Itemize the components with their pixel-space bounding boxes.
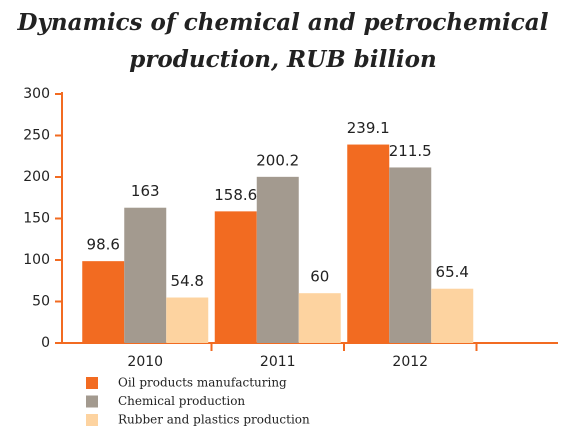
- value-label: 98.6: [87, 236, 120, 254]
- bar: [214, 211, 257, 343]
- legend-label: Oil products manufacturing: [118, 376, 287, 390]
- value-label: 163: [131, 182, 160, 200]
- value-label: 239.1: [347, 119, 390, 137]
- bar: [389, 167, 432, 343]
- y-tick-label: 150: [23, 211, 50, 227]
- value-label: 200.2: [256, 151, 299, 169]
- chart-title: Dynamics of chemical and petrochemical: [17, 9, 549, 36]
- value-label: 54.8: [171, 272, 204, 290]
- legend-label: Rubber and plastics production: [118, 413, 310, 427]
- bar: [347, 144, 390, 343]
- legend-swatch: [86, 414, 98, 426]
- y-tick-label: 100: [23, 252, 50, 268]
- legend-swatch: [86, 377, 98, 389]
- bar: [431, 288, 474, 343]
- y-tick-label: 0: [41, 335, 50, 351]
- y-tick-label: 200: [23, 169, 50, 185]
- y-tick-label: 50: [32, 294, 50, 310]
- bar: [166, 297, 209, 343]
- bar: [124, 207, 167, 343]
- y-tick-label: 250: [23, 128, 50, 144]
- bar: [256, 176, 299, 343]
- chart-title: production, RUB billion: [129, 46, 437, 73]
- value-label: 60: [310, 268, 329, 286]
- bar: [82, 261, 125, 343]
- x-tick-label: 2010: [127, 354, 163, 370]
- x-tick-label: 2011: [260, 354, 296, 370]
- legend-label: Chemical production: [118, 394, 245, 408]
- value-label: 211.5: [389, 142, 432, 160]
- value-label: 65.4: [436, 263, 469, 281]
- value-label: 158.6: [214, 186, 257, 204]
- bar: [298, 293, 341, 343]
- y-tick-label: 300: [23, 86, 50, 102]
- x-tick-label: 2012: [392, 354, 428, 370]
- legend-swatch: [86, 395, 98, 408]
